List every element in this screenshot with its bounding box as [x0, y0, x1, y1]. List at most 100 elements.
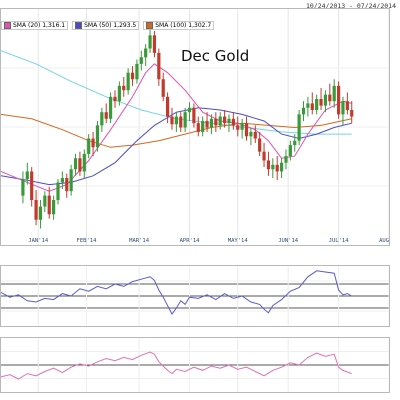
candle [109, 92, 113, 124]
candle-body [165, 96, 170, 117]
candle-body [104, 112, 108, 119]
candle [275, 156, 279, 181]
candle-body [82, 153, 86, 172]
candle [56, 179, 60, 205]
price-chart-panel: JAN'14 FEB'14 MAR'14 APR'14 MAY'14 JUN'14 JUL'… [0, 8, 390, 246]
candle [271, 158, 275, 179]
date-range: 10/24/2013 - 07/24/2014 [305, 2, 396, 10]
candle [117, 81, 121, 106]
candle [91, 131, 95, 157]
candle [249, 127, 253, 146]
candle-body [336, 85, 341, 115]
candle-body [30, 171, 34, 200]
candle [253, 125, 257, 143]
candle-body [240, 123, 244, 130]
legend-label-sma100: SMA (100) 1,302.7 [155, 22, 212, 29]
candle-body [297, 114, 301, 141]
candle-body [25, 171, 29, 180]
sma20-swatch [4, 22, 11, 29]
legend-item-sma20[interactable]: SMA (20) 1,316.1 [1, 21, 69, 30]
candle [262, 142, 266, 168]
candle [231, 112, 235, 130]
candle-body [236, 125, 240, 130]
candle-body [34, 199, 38, 220]
candle [78, 151, 82, 176]
candle-body [350, 109, 354, 117]
candle-body [244, 123, 249, 137]
candle-body [73, 158, 78, 170]
x-tick-label-2: MAR'14 [129, 238, 150, 244]
candle-body [319, 99, 323, 106]
candle [183, 107, 187, 132]
candle [310, 92, 314, 115]
candle [139, 50, 143, 71]
candle-body [152, 35, 157, 53]
candle [25, 162, 29, 185]
candle-body [95, 125, 100, 148]
candle-body [78, 158, 82, 172]
x-tick-label-6: JUL'14 [329, 238, 350, 244]
candle [144, 44, 148, 67]
candle-body [341, 101, 345, 115]
candle-body [345, 101, 349, 110]
candle-body [293, 140, 297, 146]
candle-body [266, 160, 271, 170]
candle-body [201, 120, 205, 132]
oscillator-1-line-0 [1, 270, 352, 315]
candle-body [144, 48, 148, 58]
candle [174, 112, 178, 132]
candle-body [192, 107, 196, 124]
candle [152, 30, 157, 58]
candle [30, 167, 34, 207]
candle-body [284, 156, 288, 163]
candle [157, 48, 161, 86]
candle-body [315, 99, 319, 110]
candle-body [328, 94, 332, 102]
candle [306, 96, 310, 117]
candle-body [196, 123, 200, 132]
candle [73, 153, 78, 176]
candle-body [209, 118, 214, 128]
candle-body [187, 107, 192, 113]
oscillator-2-line-0 [1, 351, 352, 380]
legend-label-sma50: SMA (50) 1,293.5 [84, 22, 137, 29]
candle-body [69, 169, 73, 192]
candle-body [52, 199, 56, 215]
candle [288, 140, 292, 161]
sma100-line [1, 113, 352, 148]
candle [350, 101, 354, 124]
candle-body [271, 164, 275, 170]
candle [323, 90, 328, 113]
candle [319, 88, 323, 110]
price-chart: JAN'14 FEB'14 MAR'14 APR'14 MAY'14 JUN'14 JUL'… [1, 9, 389, 245]
candle [65, 173, 69, 198]
candle [113, 90, 117, 108]
indicator-legend: SMA (20) 1,316.1 SMA (50) 1,293.5 SMA (1… [1, 21, 215, 30]
candle [196, 116, 200, 137]
oscillator-chart-1 [1, 266, 389, 326]
candle-body [60, 178, 64, 183]
legend-label-sma20: SMA (20) 1,316.1 [13, 22, 66, 29]
oscillator-panel-1 [0, 265, 390, 327]
legend-item-sma50[interactable]: SMA (50) 1,293.5 [72, 21, 140, 30]
candle-body [38, 206, 43, 220]
candle [244, 116, 249, 141]
x-tick-label-5: JUN'14 [278, 238, 299, 244]
legend-item-sma100[interactable]: SMA (100) 1,302.7 [143, 21, 215, 30]
candle [345, 92, 349, 115]
candle-body [87, 138, 91, 154]
sma100-swatch [146, 22, 154, 29]
candle-body [275, 164, 279, 172]
candle-body [117, 85, 121, 102]
candle [179, 112, 183, 132]
candle-body [65, 178, 69, 192]
candle-body [43, 195, 47, 207]
chart-title: Dec Gold [181, 47, 250, 65]
candle [43, 191, 47, 213]
candle [34, 190, 38, 226]
candle-body [100, 112, 104, 126]
candle [315, 94, 319, 115]
x-tick-label-7: AUG'14 [379, 238, 389, 244]
candle [100, 107, 104, 132]
candle [82, 149, 86, 179]
